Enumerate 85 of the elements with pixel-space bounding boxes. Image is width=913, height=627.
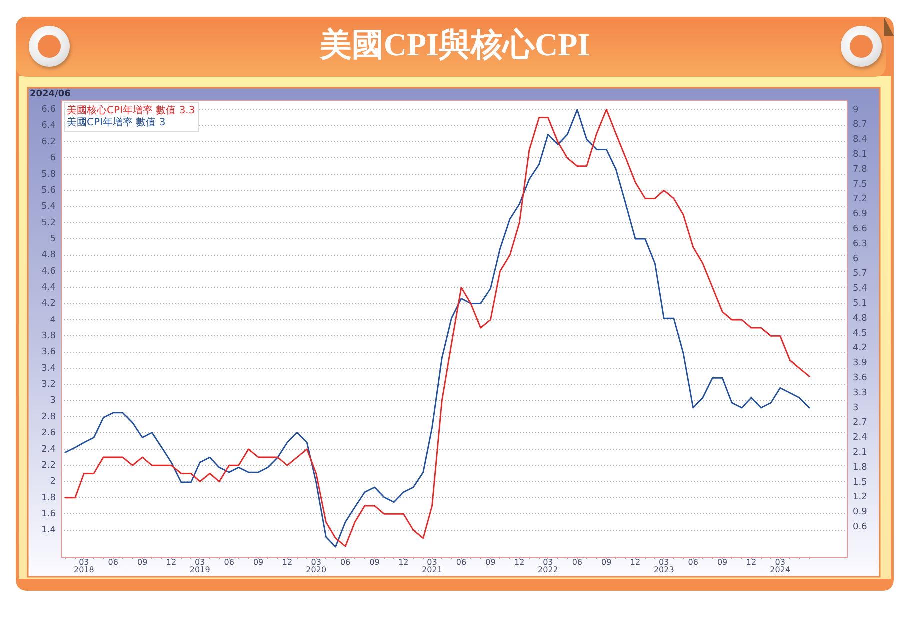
y2-tick-label: 6 (853, 254, 859, 264)
y-tick-label: 3.8 (42, 332, 56, 342)
text: 美國CPI年增率 數值 3 (67, 116, 166, 129)
y2-tick-label: 8.4 (853, 135, 868, 146)
y-tick-label: 6.2 (42, 137, 56, 148)
y-tick-label: 5.6 (42, 186, 56, 196)
y-tick-label: 2 (50, 477, 56, 488)
y2-tick-label: 4.8 (853, 314, 868, 324)
y2-tick-label: 7.5 (853, 180, 868, 190)
y-tick-label: 2.2 (42, 460, 56, 471)
x-tick-label: 06 (456, 558, 467, 567)
y-tick-label: 5 (50, 234, 56, 244)
y-tick-label: 4.8 (42, 250, 56, 261)
x-tick-label: 09 (138, 558, 148, 567)
x-tick-label: 03 2018 (74, 558, 94, 574)
y-tick-label: 1.8 (42, 493, 56, 504)
y-tick-label: 4.2 (42, 299, 56, 310)
y-tick-label: 2.4 (42, 444, 56, 455)
y2-tick-label: 1.8 (853, 462, 868, 473)
text: 美國核心CPI年增率 數值 3.3 (67, 104, 196, 117)
x-tick-label: 09 (717, 558, 728, 567)
y-tick-label: 1.6 (42, 509, 56, 520)
y-tick-label: 5.8 (42, 170, 56, 180)
x-tick-label: 06 (340, 558, 351, 567)
y-tick-label: 3 (50, 396, 56, 406)
y2-tick-label: 1.2 (853, 492, 868, 503)
y2-tick-label: 0.6 (853, 522, 868, 533)
y2-tick-label: 5.7 (853, 269, 868, 280)
x-tick-label: 12 (746, 558, 757, 567)
y2-tick-label: 3 (853, 403, 859, 414)
x-tick-label: 09 (370, 558, 380, 567)
y2-tick-label: 2.1 (853, 448, 868, 458)
y-tick-label: 6.4 (42, 121, 56, 132)
y2-tick-label: 6.3 (853, 239, 868, 250)
x-tick-label: 12 (514, 558, 525, 567)
y2-tick-label: 0.9 (853, 508, 868, 518)
x-tick-label: 12 (282, 558, 293, 567)
text: 2024/06 (30, 89, 71, 100)
x-tick-label: 03 2019 (190, 558, 210, 574)
y-tick-label: 3.2 (42, 380, 56, 390)
y2-tick-label: 1.5 (853, 478, 868, 488)
y2-tick-label: 3.3 (853, 388, 868, 398)
y-tick-label: 4.4 (42, 282, 56, 293)
y2-tick-label: 7.8 (853, 164, 868, 175)
y-tick-label: 1.4 (42, 526, 56, 536)
x-tick-label: 09 (253, 558, 264, 567)
y-tick-label: 2.6 (42, 428, 56, 439)
y-tick-label: 2.8 (42, 412, 56, 422)
y2-tick-label: 3.9 (853, 358, 868, 369)
chart-title: 美國CPI與核心CPI (318, 26, 590, 62)
x-tick-label: 06 (224, 558, 234, 567)
x-tick-label: 06 (572, 558, 583, 567)
x-tick-label: 12 (630, 558, 641, 567)
y2-tick-label: 8.1 (853, 150, 868, 160)
x-tick-label: 12 (166, 558, 177, 567)
y-tick-label: 5.2 (42, 218, 56, 228)
x-tick-label: 09 (602, 558, 612, 567)
x-tick-label: 06 (108, 558, 118, 567)
y-tick-label: 4 (50, 315, 56, 326)
x-tick-label: 06 (688, 558, 698, 567)
y2-tick-label: 6.6 (853, 224, 868, 234)
y-tick-label: 6.6 (42, 105, 56, 116)
y2-tick-label: 8.7 (853, 120, 868, 130)
y2-tick-label: 5.1 (853, 299, 868, 310)
y2-tick-label: 3.6 (853, 374, 868, 384)
x-tick-label: 03 2022 (538, 558, 558, 574)
y-tick-label: 4.6 (42, 266, 56, 277)
x-tick-label: 03 2024 (770, 558, 791, 574)
x-tick-label: 03 2023 (654, 558, 674, 574)
y2-tick-label: 6.9 (853, 210, 868, 220)
y2-tick-label: 4.5 (853, 328, 868, 339)
y2-tick-label: 5.4 (853, 284, 868, 294)
y2-tick-label: 9 (853, 105, 859, 116)
y2-tick-label: 2.4 (853, 433, 868, 444)
y2-tick-label: 4.2 (853, 344, 868, 354)
x-tick-label: 03 2021 (422, 558, 442, 574)
y2-tick-label: 7.2 (853, 194, 868, 205)
y2-tick-label: 2.7 (853, 418, 868, 428)
y-tick-label: 6 (50, 154, 56, 164)
y-tick-label: 3.6 (42, 348, 56, 358)
y-tick-label: 5.4 (42, 202, 56, 212)
y-tick-label: 3.4 (42, 364, 56, 374)
x-tick-label: 09 (486, 558, 496, 567)
x-tick-label: 03 2020 (306, 558, 327, 574)
x-tick-label: 12 (398, 558, 409, 567)
